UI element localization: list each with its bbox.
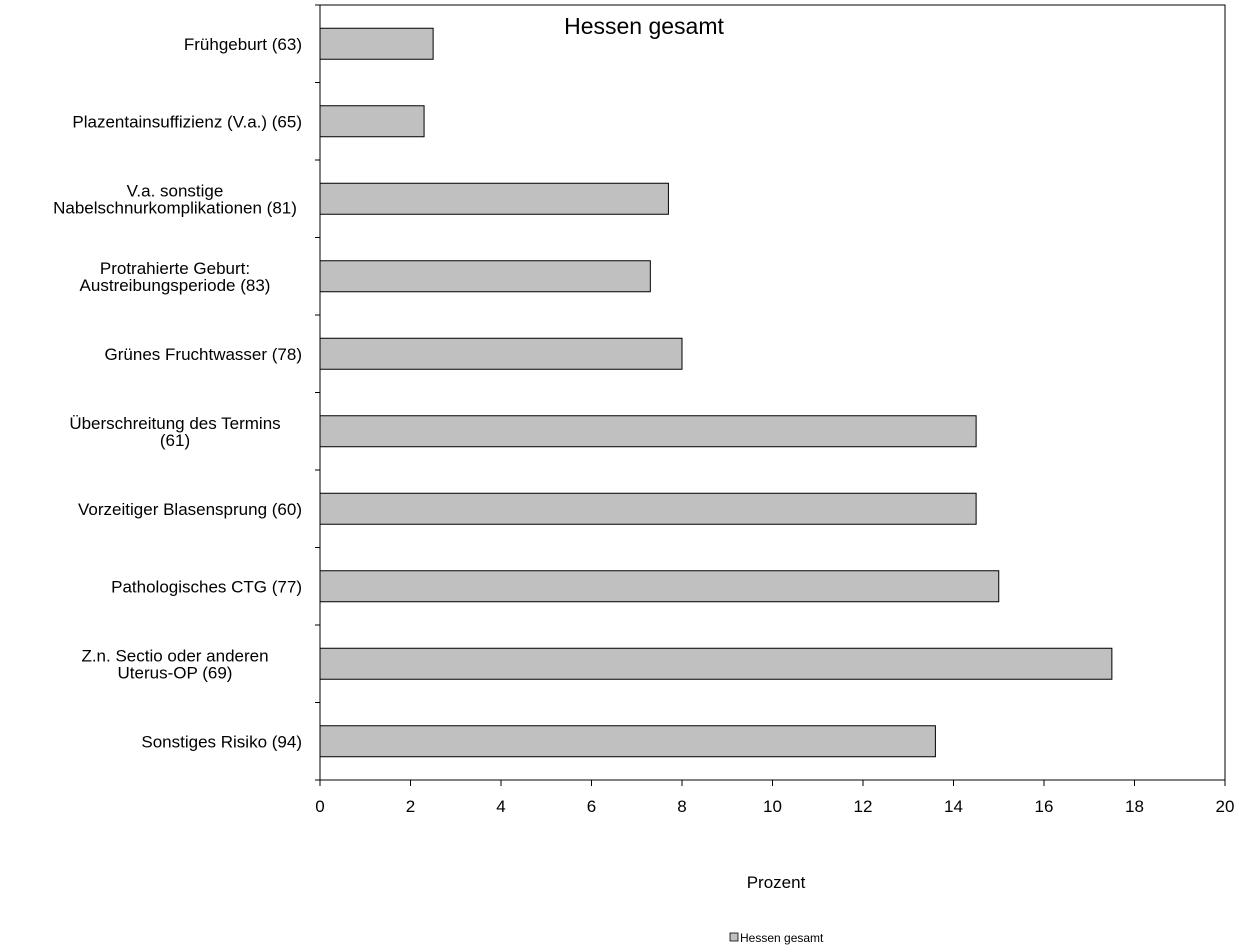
chart-title: Hessen gesamt — [564, 13, 724, 39]
bar — [319, 570, 1000, 603]
bar — [319, 492, 977, 525]
x-tick-label: 16 — [1035, 797, 1054, 816]
y-tick-label: Z.n. Sectio oder anderen — [81, 646, 268, 665]
y-tick-label: Sonstiges Risiko (94) — [141, 732, 302, 751]
bar — [319, 337, 683, 370]
y-tick-label: Plazentainsuffizienz (V.a.) (65) — [72, 112, 302, 131]
legend-swatch — [729, 932, 739, 942]
x-tick-label: 4 — [496, 797, 505, 816]
y-tick-label: V.a. sonstige — [127, 181, 224, 200]
legend: Hessen gesamt — [729, 931, 824, 945]
y-tick-label: Pathologisches CTG (77) — [111, 577, 302, 596]
y-tick-label: (61) — [160, 431, 190, 450]
x-tick-label: 2 — [406, 797, 415, 816]
bar — [319, 105, 425, 138]
x-tick-label: 14 — [944, 797, 963, 816]
y-tick-label: Vorzeitiger Blasensprung (60) — [78, 500, 302, 519]
y-tick-label: Uterus-OP (69) — [118, 663, 233, 682]
x-axis-label: Prozent — [747, 873, 806, 892]
x-tick-label: 6 — [587, 797, 596, 816]
x-tick-label: 10 — [763, 797, 782, 816]
bar — [319, 27, 434, 60]
x-tick-label: 0 — [315, 797, 324, 816]
bar — [319, 260, 651, 293]
bar — [319, 182, 669, 215]
x-tick-label: 18 — [1125, 797, 1144, 816]
x-tick-label: 8 — [677, 797, 686, 816]
legend-label: Hessen gesamt — [740, 931, 824, 945]
y-tick-label: Grünes Fruchtwasser (78) — [105, 345, 302, 364]
x-tick-label: 20 — [1216, 797, 1235, 816]
y-tick-label: Austreibungsperiode (83) — [80, 276, 271, 295]
bar — [319, 725, 936, 758]
y-tick-label: Nabelschnurkomplikationen (81) — [53, 198, 297, 217]
y-tick-label: Frühgeburt (63) — [184, 35, 302, 54]
y-tick-label: Überschreitung des Termins — [69, 414, 280, 433]
x-tick-label: 12 — [854, 797, 873, 816]
bar — [319, 415, 977, 448]
y-tick-label: Protrahierte Geburt: — [100, 259, 250, 278]
bar — [319, 647, 1113, 680]
